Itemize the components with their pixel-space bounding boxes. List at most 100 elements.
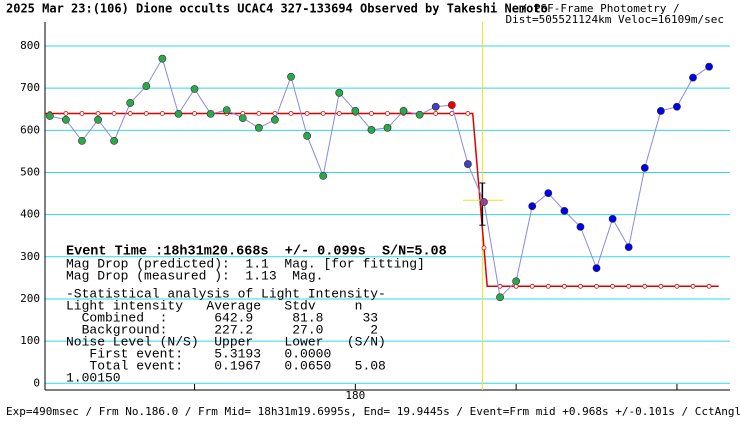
data-point xyxy=(254,123,263,132)
annotation: 1.00150 xyxy=(66,370,121,385)
model-marker xyxy=(385,111,390,116)
model-marker xyxy=(578,283,583,289)
data-point xyxy=(560,206,569,215)
model-marker xyxy=(626,283,632,289)
y-tick-label: 200 xyxy=(20,292,40,305)
model-marker xyxy=(481,245,487,251)
model-marker xyxy=(610,283,616,289)
model-marker xyxy=(706,283,712,289)
data-point xyxy=(158,54,167,63)
model-marker xyxy=(674,283,680,289)
data-point xyxy=(174,109,183,118)
data-point xyxy=(335,88,344,97)
data-point xyxy=(656,107,665,115)
data-point xyxy=(576,222,585,231)
y-tick-label: 300 xyxy=(20,250,40,263)
y-tick-label: 400 xyxy=(20,208,40,221)
annotation-heading: Event Time :18h31m20.668s +/- 0.099s S/N… xyxy=(66,245,447,260)
model-marker xyxy=(159,111,165,116)
model-marker xyxy=(288,111,294,116)
chart-title: 2025 Mar 23:(106) Dione occults UCAC4 32… xyxy=(6,2,548,16)
model-marker xyxy=(79,111,85,116)
data-point xyxy=(271,115,279,124)
data-line xyxy=(49,57,710,299)
data-point xyxy=(206,109,215,118)
model-marker xyxy=(336,111,342,116)
data-point xyxy=(142,82,151,90)
y-tick-label: 0 xyxy=(33,376,40,389)
data-point xyxy=(351,107,360,115)
data-point xyxy=(222,106,231,115)
model-marker xyxy=(433,111,439,116)
model-marker xyxy=(594,283,599,289)
model-marker xyxy=(95,111,101,116)
chart-subtitle: / PSF-Frame Photometry / xyxy=(514,2,680,15)
data-point xyxy=(383,123,392,132)
model-marker xyxy=(561,283,567,289)
model-marker xyxy=(192,111,197,116)
y-tick-label: 500 xyxy=(20,165,40,178)
model-marker xyxy=(304,111,310,116)
data-point xyxy=(528,202,537,211)
data-point xyxy=(689,73,697,82)
data-point xyxy=(399,107,408,115)
data-point xyxy=(110,136,119,145)
data-point xyxy=(463,160,472,168)
data-point xyxy=(126,99,135,107)
model-marker xyxy=(545,283,551,289)
data-point xyxy=(367,126,376,134)
data-point xyxy=(544,189,553,198)
annotation: Mag Drop (measured ): 1.13 Mag. xyxy=(66,268,323,283)
model-marker xyxy=(143,111,149,116)
model-marker xyxy=(465,111,471,116)
data-point xyxy=(512,277,521,286)
model-marker xyxy=(642,283,648,289)
data-point xyxy=(592,264,601,273)
y-tick-label: 600 xyxy=(20,123,40,136)
annotation: Mag Drop (predicted): 1.1 Mag. [for fitt… xyxy=(66,256,425,271)
y-tick-label: 100 xyxy=(20,334,40,347)
data-point xyxy=(624,243,633,251)
annotation: First event: 5.3193 0.0000 xyxy=(66,346,331,361)
data-point xyxy=(496,293,504,302)
annotation: Light intensity Average Stdv n xyxy=(66,298,362,313)
data-point xyxy=(78,136,86,145)
annotation: Background: 227.2 27.0 2 xyxy=(66,322,378,337)
data-point xyxy=(447,101,456,109)
model-marker xyxy=(127,111,133,116)
model-marker xyxy=(690,283,696,289)
data-point xyxy=(190,85,199,93)
y-tick-label: 700 xyxy=(20,81,40,94)
data-point xyxy=(287,72,295,81)
model-marker xyxy=(63,111,69,116)
data-point xyxy=(238,114,247,123)
data-point xyxy=(303,131,312,140)
x-tick-label: 180 xyxy=(345,389,365,402)
annotation: Noise Level (N/S) Upper Lower (S/N) xyxy=(66,334,386,349)
annotation: Combined : 642.9 81.8 33 xyxy=(66,310,378,325)
data-point xyxy=(608,214,617,223)
chart-subtitle: Dist=505521124km Veloc=16109m/sec xyxy=(505,13,724,26)
annotation: -Statistical analysis of Light Intensity… xyxy=(66,286,386,301)
data-point xyxy=(673,102,681,111)
model-marker xyxy=(658,283,664,289)
data-point xyxy=(640,163,649,172)
data-point xyxy=(62,115,70,124)
model-marker xyxy=(369,111,374,116)
annotation: Total event: 0.1967 0.0650 5.08 xyxy=(66,358,386,373)
data-point xyxy=(319,171,328,180)
data-point xyxy=(431,102,440,111)
y-tick-label: 800 xyxy=(20,39,40,52)
data-point xyxy=(94,115,102,124)
data-point xyxy=(705,62,713,71)
footer: Exp=490msec / Frm No.186.0 / Frm Mid= 18… xyxy=(6,405,740,418)
model-marker xyxy=(256,111,262,116)
data-point xyxy=(415,110,424,119)
model-marker xyxy=(529,283,535,289)
model-marker xyxy=(111,111,117,116)
data-point xyxy=(45,112,54,120)
data-point xyxy=(480,198,488,206)
model-marker xyxy=(320,111,326,116)
